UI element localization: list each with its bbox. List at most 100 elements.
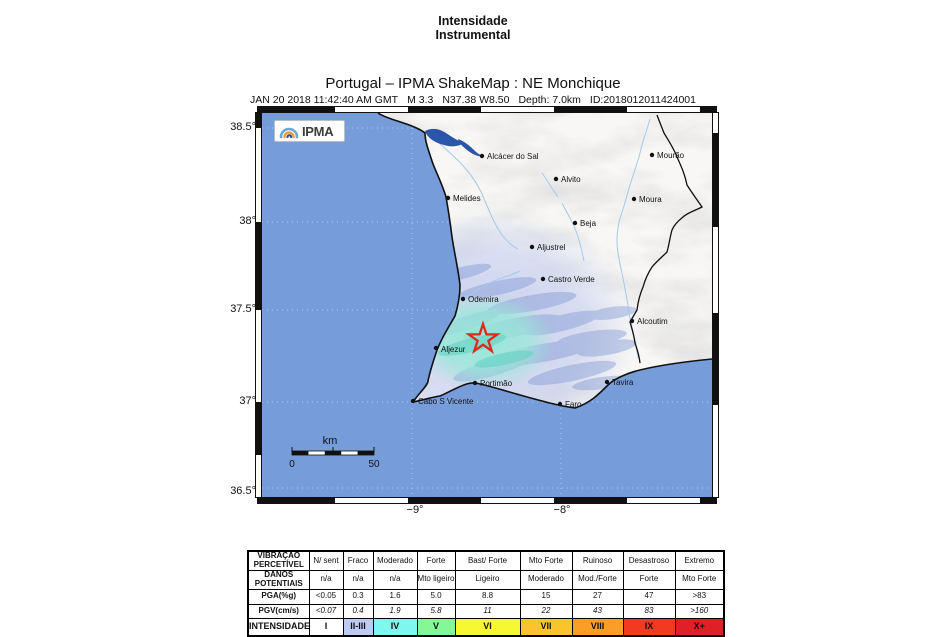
pga-cell: 5.0 [416, 588, 456, 605]
river-stream [561, 202, 585, 262]
river-sado [436, 140, 519, 250]
city-dot [604, 379, 610, 385]
city-label: Portimão [480, 379, 513, 388]
epicenter-star [465, 320, 501, 355]
city-label: Melides [453, 194, 481, 203]
page-title: Intensidade Instrumental [435, 14, 510, 42]
lat-label-37-5: 37.5° [230, 303, 256, 315]
estuary [425, 128, 482, 157]
city-dot [479, 153, 485, 159]
col-header: Forte [416, 550, 456, 571]
ipma-logo-text: IPMA [302, 123, 334, 139]
city-label: Cabo S Vicente [418, 397, 474, 406]
row-label-pga: PGA(%g) [247, 588, 310, 605]
event-id: ID:2018012011424001 [589, 94, 696, 106]
shakemap-page: { "header": {"title_line1": "Intensidade… [230, 14, 725, 637]
city-label: Alcoutim [637, 317, 668, 326]
city-label: Moura [639, 195, 662, 204]
scale-end-label: 50 [368, 459, 380, 470]
event-depth: Depth: 7.0km [518, 94, 581, 106]
row-label-danos: DANOS POTENTIAIS [247, 570, 310, 590]
col-header: Bast/ Forte [454, 550, 521, 571]
pgv-cell: 83 [622, 603, 676, 619]
pga-cell: 0.3 [342, 588, 374, 605]
lat-label-38-5: 38.5° [230, 121, 256, 133]
city-label: Aljustrel [537, 243, 566, 252]
row-label-vibracao: VIBRAÇÃO PERCETÍVEL [247, 550, 310, 571]
pga-cell: 1.6 [372, 588, 418, 605]
city-dot [631, 196, 637, 202]
pgv-cell: 11 [454, 603, 521, 619]
danos-cell: Forte [622, 570, 676, 590]
city-dot [433, 345, 439, 351]
pgv-cell: 5.8 [416, 603, 456, 619]
table-row-vibracao: VIBRAÇÃO PERCETÍVEL N/ sent Fraco Moderad… [247, 550, 725, 571]
col-header: N/ sent [308, 550, 344, 571]
city-label: Tavira [612, 378, 634, 387]
pga-cell: 47 [622, 588, 676, 605]
city-label: Mourão [657, 151, 685, 160]
scale-unit-label: km [323, 435, 338, 447]
event-datetime: JAN 20 2018 11:42:40 AM GMT [250, 94, 399, 106]
pgv-cell: 0.4 [342, 603, 374, 619]
city-label: Aljezur [441, 345, 466, 354]
city-dot [553, 176, 559, 182]
pga-cell: 27 [571, 588, 624, 605]
danos-cell: n/a [342, 570, 374, 590]
map-frame-bottom [257, 497, 717, 504]
table-row-pgv: PGV(cm/s) <0.07 0.4 1.9 5.8 11 22 43 83 … [247, 603, 725, 619]
city-label: Castro Verde [548, 275, 595, 284]
map-title: Portugal – IPMA ShakeMap : NE Monchique [325, 75, 621, 92]
danos-cell: n/a [372, 570, 418, 590]
city-dot [472, 380, 478, 386]
pgv-cell: 43 [571, 603, 624, 619]
lat-label-36-5: 36.5° [230, 485, 256, 497]
pgv-cell: <0.07 [308, 603, 344, 619]
river-guadiana [616, 118, 651, 359]
city-label: Alcácer do Sal [487, 152, 539, 161]
table-row-danos: DANOS POTENTIAIS n/a n/a n/a Mto ligeiro … [247, 570, 725, 590]
col-header: Moderado [372, 550, 418, 571]
pgv-cell: 22 [519, 603, 573, 619]
col-header: Ruinoso [571, 550, 624, 571]
lat-label-38: 38° [239, 215, 256, 227]
lon-label-minus8: −8° [553, 504, 571, 516]
city-label: Faro [565, 400, 582, 409]
col-header: Desastroso [622, 550, 676, 571]
col-header: Mto Forte [519, 550, 573, 571]
rivers [436, 118, 651, 359]
danos-cell: Ligeiro [454, 570, 521, 590]
shakemap-canvas: km 0 50 Alcácer do Sal Alvito Mourão Mel… [261, 112, 713, 498]
city-dot [649, 152, 655, 158]
river-stream-2 [541, 172, 559, 198]
pga-cell: >83 [674, 588, 725, 605]
city-label: Alvito [561, 175, 581, 184]
city-dot [540, 276, 546, 282]
event-magnitude: M 3.3 [407, 94, 434, 106]
danos-cell: Mod./Forte [571, 570, 624, 590]
map-frame-left [255, 112, 262, 498]
event-coordinates: N37.38 W8.50 [442, 94, 510, 106]
map-subtitle: JAN 20 2018 11:42:40 AM GMT M 3.3 N37.38… [250, 94, 696, 106]
city-label: Beja [580, 219, 597, 228]
page-title-line1: Intensidade [438, 14, 508, 28]
page-title-line2: Instrumental [435, 28, 511, 42]
ipma-logo-icon [279, 127, 299, 139]
city-dot [460, 296, 466, 302]
row-label-pgv: PGV(cm/s) [247, 603, 310, 619]
map-frame-top [257, 106, 717, 113]
city-label: Odemira [468, 295, 499, 304]
lon-label-minus9: −9° [406, 504, 424, 516]
scale-start-label: 0 [289, 459, 295, 470]
col-header: Extremo [674, 550, 725, 571]
danos-cell: Mto Forte [674, 570, 725, 590]
intensity-legend-table: VIBRAÇÃO PERCETÍVEL N/ sent Fraco Moderad… [247, 550, 725, 637]
city-dot [572, 220, 578, 226]
pga-cell: 15 [519, 588, 573, 605]
pgv-cell: 1.9 [372, 603, 418, 619]
danos-cell: Mto ligeiro [416, 570, 456, 590]
danos-cell: n/a [308, 570, 344, 590]
city-dot [557, 401, 563, 407]
pgv-cell: >160 [674, 603, 725, 619]
coastline [377, 112, 713, 409]
